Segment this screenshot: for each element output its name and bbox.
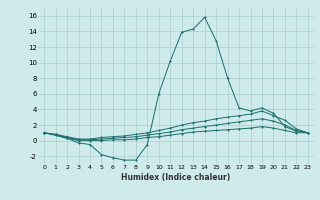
X-axis label: Humidex (Indice chaleur): Humidex (Indice chaleur) xyxy=(121,173,231,182)
